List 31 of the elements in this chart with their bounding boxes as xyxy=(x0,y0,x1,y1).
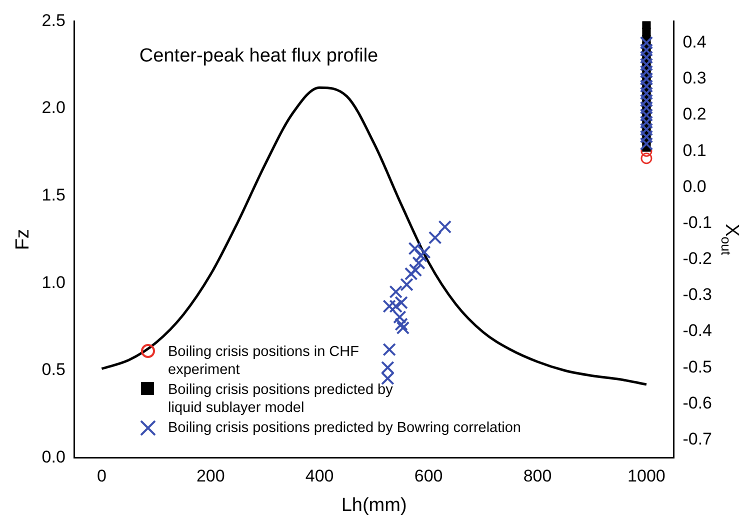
x-tick-label: 1000 xyxy=(628,466,666,486)
y2-tick-label: 0.4 xyxy=(682,32,706,52)
x-tick-label: 400 xyxy=(305,466,334,486)
y-tick-label: 0.5 xyxy=(42,360,66,380)
y2-axis-title: Xout xyxy=(718,224,742,256)
y2-tick-label: -0.5 xyxy=(682,357,712,376)
y-tick-label: 0.0 xyxy=(42,447,66,466)
x-tick-label: 200 xyxy=(196,466,225,486)
y2-tick-label: -0.3 xyxy=(682,285,712,304)
y2-tick-label: -0.2 xyxy=(682,249,712,268)
y2-tick-label: 0.2 xyxy=(682,104,706,124)
x-tick-label: 0 xyxy=(96,466,106,486)
y2-tick-label: 0.1 xyxy=(682,140,706,160)
y2-tick-label: -0.1 xyxy=(682,212,712,232)
y2-tick-label: -0.7 xyxy=(682,429,712,448)
y-tick-label: 2.5 xyxy=(42,10,66,30)
y-tick-label: 1.5 xyxy=(42,186,66,205)
x-tick-label: 600 xyxy=(414,466,443,486)
annotation: Center-peak heat flux profile xyxy=(139,45,378,66)
x-tick-label: 800 xyxy=(523,466,552,486)
x-axis-title: Lh(mm) xyxy=(341,494,407,516)
legend-label: Boiling crisis positions in CHF experiment xyxy=(168,343,360,379)
y-tick-label: 2.0 xyxy=(42,98,66,118)
y2-tick-label: 0.3 xyxy=(682,68,706,88)
y2-tick-label: -0.4 xyxy=(682,321,712,340)
y-tick-label: 1.0 xyxy=(42,272,66,292)
y2-tick-label: 0.0 xyxy=(682,176,706,196)
y-axis-title: Fz xyxy=(12,228,34,250)
legend-label: Boiling crisis positions predicted by liquid sublayer model xyxy=(168,381,394,417)
legend-label: Boiling crisis positions predicted by Bowring correlation xyxy=(168,419,521,437)
y2-tick-label: -0.6 xyxy=(682,393,712,412)
